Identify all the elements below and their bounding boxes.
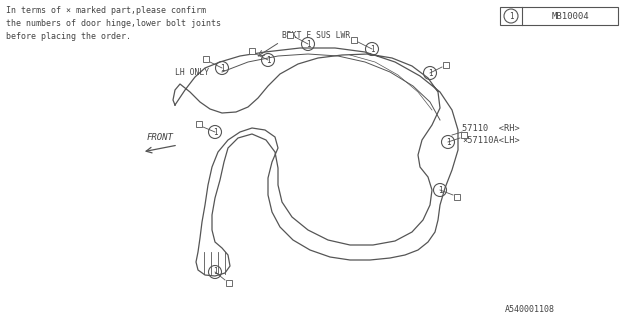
Text: In terms of × marked part,please confirm
the numbers of door hinge,lower bolt jo: In terms of × marked part,please confirm… [6, 6, 221, 41]
Text: 1: 1 [220, 63, 224, 73]
Text: FRONT: FRONT [147, 133, 173, 142]
Text: ×57110A<LH>: ×57110A<LH> [462, 135, 520, 145]
Text: LH ONLY: LH ONLY [175, 68, 209, 76]
Text: 1: 1 [306, 39, 310, 49]
Text: 1: 1 [428, 68, 432, 77]
Text: 1: 1 [370, 44, 374, 53]
Text: 1: 1 [509, 12, 513, 20]
Text: 57110  <RH>: 57110 <RH> [462, 124, 520, 132]
Text: 1: 1 [212, 268, 218, 276]
Text: 1: 1 [212, 127, 218, 137]
Text: 1: 1 [266, 55, 270, 65]
Text: 1: 1 [445, 138, 451, 147]
Text: BRKT F SUS LWR: BRKT F SUS LWR [282, 31, 350, 40]
Text: A540001108: A540001108 [505, 305, 555, 314]
Bar [500, 7, 618, 25]
Text: MB10004: MB10004 [551, 12, 589, 20]
Text: 1: 1 [438, 186, 442, 195]
